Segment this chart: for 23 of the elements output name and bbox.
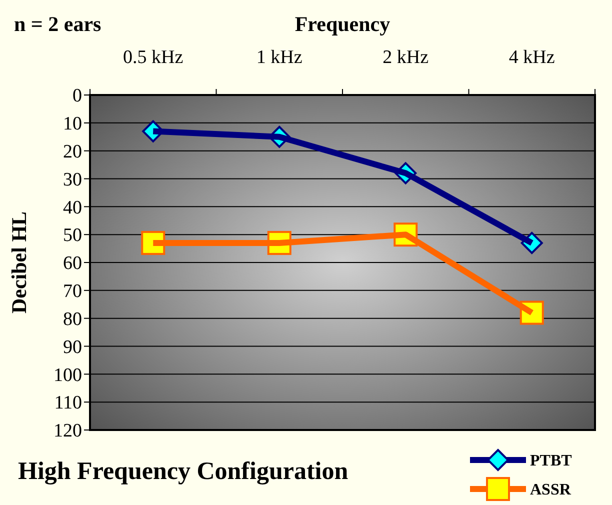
text: High Frequency Configuration — [18, 458, 348, 485]
y-tick-label: 50 — [63, 225, 82, 246]
text: n = 2 ears — [14, 12, 102, 36]
y-axis-title: Decibel HL — [7, 211, 31, 314]
y-tick-label: 70 — [63, 281, 82, 302]
x-tick-label: 2 kHz — [382, 47, 429, 68]
y-tick-label: 10 — [63, 114, 82, 135]
x-tick-label: 4 kHz — [508, 47, 555, 68]
x-tick-label: 1 kHz — [256, 47, 302, 68]
y-tick-label: 20 — [63, 141, 82, 162]
legend-label: ASSR — [530, 482, 572, 499]
y-tick-label: 60 — [63, 253, 82, 274]
x-tick-label: 0.5 kHz — [123, 47, 184, 68]
y-tick-label: 30 — [63, 169, 82, 190]
y-tick-label: 0 — [72, 86, 82, 107]
legend-label: PTBT — [530, 452, 572, 470]
y-tick-label: 120 — [54, 420, 82, 442]
y-tick-label: 40 — [63, 197, 82, 218]
y-tick-label: 90 — [63, 336, 82, 358]
y-tick-label: 100 — [54, 364, 82, 386]
y-tick-label: 110 — [54, 392, 82, 414]
x-axis-title: Frequency — [294, 12, 391, 36]
y-tick-label: 80 — [63, 308, 82, 330]
